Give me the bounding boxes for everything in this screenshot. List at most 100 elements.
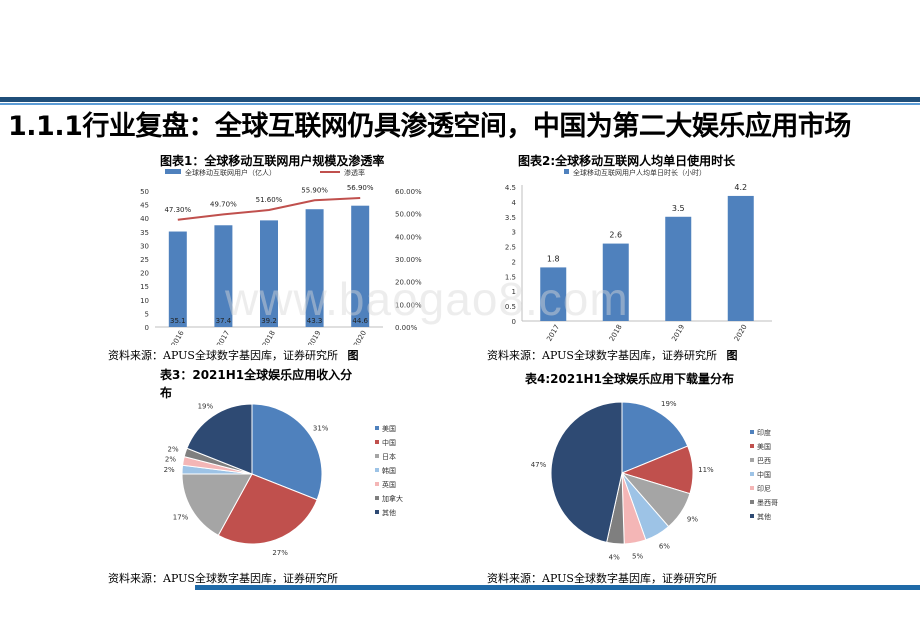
chart2-x-tick: 2017	[545, 323, 561, 342]
chart1-rate-label: 49.70%	[210, 200, 237, 208]
chart1-y-tick: 35	[140, 229, 149, 237]
chart4-legend-swatch	[750, 514, 754, 518]
chart1-y-tick: 15	[140, 283, 149, 291]
chart1-y2-tick: 50.00%	[395, 211, 422, 219]
chart1-source-text: 资料来源：APUS全球数字基因库，证券研究所	[108, 349, 338, 362]
chart3-legend-label: 韩国	[382, 466, 396, 475]
chart2-y-tick: 2.5	[505, 244, 516, 252]
chart2-y-tick: 4	[512, 199, 517, 207]
chart3-legend-label: 日本	[382, 452, 396, 461]
chart1-x-tick: 2020	[352, 329, 368, 345]
chart1-source: 资料来源：APUS全球数字基因库，证券研究所 图	[108, 347, 358, 363]
chart1-rate-label: 56.90%	[347, 184, 374, 192]
chart2-source-tail: 图	[726, 349, 738, 362]
chart1-y2-tick: 30.00%	[395, 256, 422, 264]
chart3-source: 资料来源：APUS全球数字基因库，证券研究所	[108, 572, 338, 585]
chart1-rate-label: 51.60%	[256, 196, 283, 204]
chart2-y-tick: 3	[512, 229, 516, 237]
chart2-y-tick: 0	[512, 318, 516, 326]
chart1-bar-label: 44.6	[352, 317, 368, 325]
chart3-legend-swatch	[375, 468, 379, 472]
chart1-y2-tick: 40.00%	[395, 233, 422, 241]
chart2-y-tick: 1	[512, 288, 516, 296]
chart3-slice-label: 2%	[164, 466, 175, 474]
page-title: 1.1.1行业复盘：全球互联网仍具渗透空间，中国为第二大娱乐应用市场	[8, 111, 851, 142]
chart3-slice-label: 2%	[165, 455, 176, 463]
chart1-legend-line-label: 渗透率	[344, 168, 365, 177]
chart2-caption: 图表2:全球移动互联网人均单日使用时长	[518, 154, 736, 168]
chart1-bar-label: 39.2	[261, 317, 277, 325]
chart4-legend-swatch	[750, 458, 754, 462]
chart1-y-tick: 40	[140, 215, 149, 223]
chart2-source-text: 资料来源：APUS全球数字基因库，证券研究所	[487, 349, 717, 362]
header-rule-dark	[0, 97, 920, 102]
chart1-x-tick: 2017	[215, 329, 231, 345]
chart3-slice-label: 2%	[168, 445, 179, 453]
chart1-y2-tick: 0.00%	[395, 324, 418, 332]
chart1-x-tick: 2018	[261, 329, 277, 345]
chart1-bar-label: 37.4	[216, 317, 232, 325]
chart3-legend-label: 中国	[382, 438, 396, 447]
chart1-y-tick: 5	[145, 310, 149, 318]
chart4-legend-swatch	[750, 430, 754, 434]
chart1-y-tick: 45	[140, 202, 149, 210]
chart4-legend-label: 巴西	[757, 457, 771, 465]
chart3-slice	[251, 403, 323, 501]
chart4-slice	[550, 401, 623, 543]
chart2-legend-label: 全球移动互联网用户人均单日时长（小时）	[573, 168, 706, 177]
chart4-slice-label: 4%	[609, 554, 620, 562]
chart2-x-tick: 2018	[608, 323, 624, 342]
chart4-slice-label: 11%	[698, 466, 714, 474]
chart3-legend-swatch	[375, 454, 379, 458]
chart1-x-tick: 2019	[307, 329, 323, 345]
chart4-caption: 表4:2021H1全球娱乐应用下载量分布	[525, 372, 734, 386]
chart1-bar-label: 43.3	[307, 317, 323, 325]
chart3-slice-label: 31%	[313, 424, 329, 432]
chart2-x-tick: 2020	[733, 323, 749, 342]
chart2-bar	[602, 243, 629, 321]
footer-rule	[195, 585, 920, 590]
chart3-legend-label: 其他	[382, 508, 396, 517]
chart4-source: 资料来源：APUS全球数字基因库，证券研究所	[487, 572, 717, 585]
chart3-slice	[186, 403, 253, 475]
chart1-user-scale: 全球移动互联网用户（亿人） 渗透率5045403530252015105060.0…	[140, 168, 422, 345]
chart2-bar	[665, 216, 692, 321]
chart2-y-tick: 2	[512, 258, 516, 266]
chart1-legend-bar-swatch	[165, 169, 181, 174]
chart2-y-tick: 3.5	[505, 214, 516, 222]
chart1-x-tick: 2016	[170, 329, 186, 345]
chart4-legend-swatch	[750, 472, 754, 476]
chart3-legend-label: 加拿大	[382, 494, 403, 503]
chart2-bar-label: 2.6	[609, 231, 622, 240]
chart3-legend-label: 美国	[382, 424, 396, 433]
chart4-legend-label: 其他	[757, 512, 771, 521]
chart1-bar	[168, 231, 187, 327]
chart4-slice-label: 6%	[659, 543, 670, 551]
chart1-y2-tick: 60.00%	[395, 188, 422, 196]
chart1-y-tick: 25	[140, 256, 149, 264]
chart1-rate-label: 55.90%	[301, 186, 328, 194]
chart1-y-tick: 10	[140, 297, 149, 305]
chart1-bar-label: 35.1	[170, 317, 186, 325]
chart3-legend-swatch	[375, 440, 379, 444]
chart3-legend-swatch	[375, 496, 379, 500]
chart2-y-tick: 4.5	[505, 184, 516, 192]
chart4-legend-label: 印度	[757, 428, 771, 437]
chart3-legend-swatch	[375, 510, 379, 514]
chart1-bar	[351, 205, 370, 327]
chart3-legend-label: 英国	[382, 480, 396, 489]
chart3-legend-swatch	[375, 482, 379, 486]
chart2-bar-label: 1.8	[547, 254, 560, 263]
chart1-bar	[214, 225, 233, 327]
chart2-legend-swatch	[564, 169, 569, 174]
chart2-x-tick: 2019	[670, 323, 686, 342]
chart1-y2-tick: 10.00%	[395, 301, 422, 309]
chart4-slice	[621, 401, 689, 474]
chart2-bar-label: 3.5	[672, 204, 685, 213]
chart1-source-tail: 图	[347, 349, 359, 362]
chart3-legend-swatch	[375, 426, 379, 430]
chart1-y-tick: 20	[140, 270, 149, 278]
chart4-legend-label: 印尼	[757, 485, 771, 493]
chart2-y-tick: 1.5	[505, 273, 516, 281]
